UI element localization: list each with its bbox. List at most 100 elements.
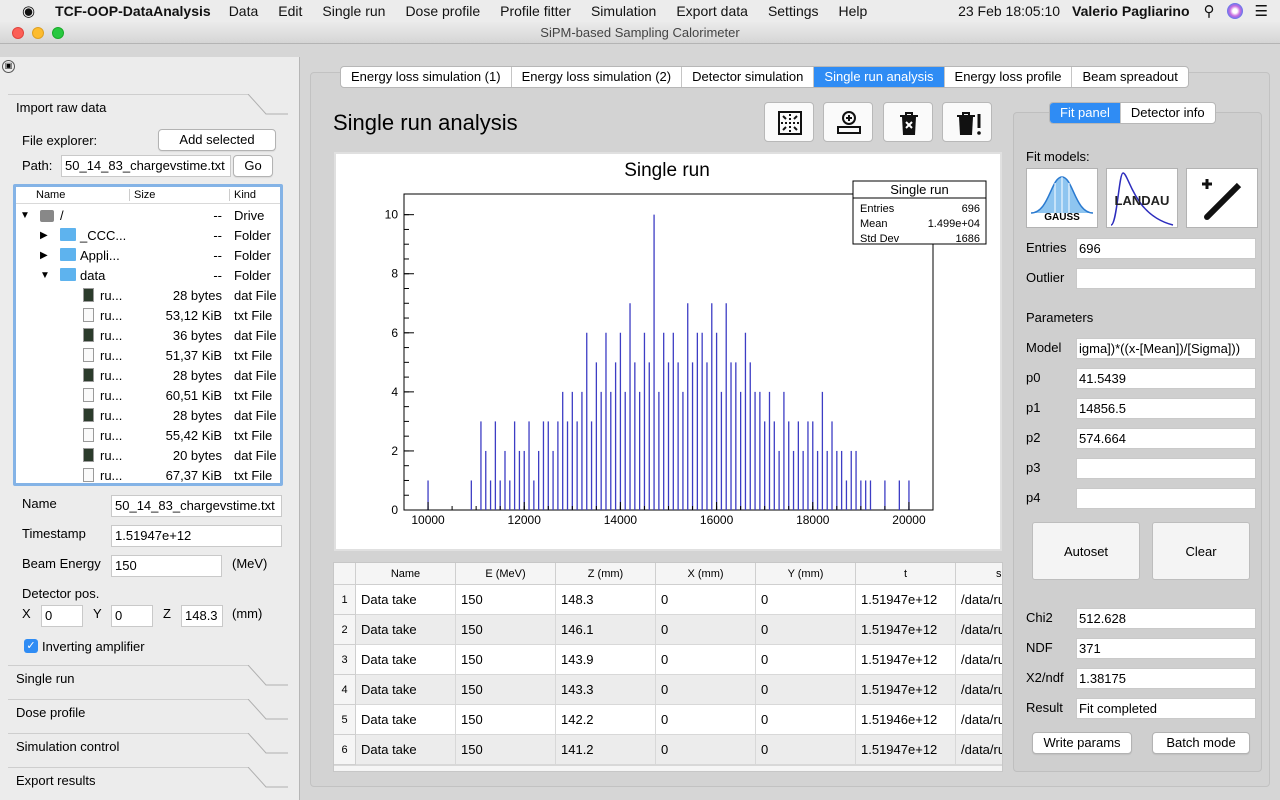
p1-field[interactable]: 14856.5 <box>1076 398 1256 419</box>
section-export-results[interactable]: Export results <box>8 767 288 797</box>
tab-single-run-analysis[interactable]: Single run analysis <box>814 67 945 87</box>
col-t-header[interactable]: t <box>856 563 956 585</box>
section-simulation-control[interactable]: Simulation control <box>8 733 288 763</box>
notification-center-icon[interactable]: ☰ <box>1254 3 1268 20</box>
cell-energy[interactable]: 150 <box>456 585 556 615</box>
file-tree-row[interactable]: ▼ / -- Drive <box>16 206 280 226</box>
zoom-window-button[interactable] <box>52 27 64 39</box>
clear-button[interactable]: Clear <box>1152 522 1250 580</box>
cell-name[interactable]: Data take <box>356 675 456 705</box>
name-field[interactable]: 50_14_83_chargevstime.txt <box>111 495 282 517</box>
cell-x[interactable]: 0 <box>656 705 756 735</box>
file-tree-row[interactable]: ru... 67,37 KiB txt File <box>16 466 280 483</box>
menu-settings[interactable]: Settings <box>767 3 819 19</box>
cell-z[interactable]: 143.3 <box>556 675 656 705</box>
x2ndf-field[interactable]: 1.38175 <box>1076 668 1256 689</box>
file-tree-row[interactable]: ru... 36 bytes dat File <box>16 326 280 346</box>
tab-energy-loss-simulation-1[interactable]: Energy loss simulation (1) <box>341 67 512 87</box>
file-tree-row[interactable]: ▶ _CCC... -- Folder <box>16 226 280 246</box>
delete-all-button[interactable] <box>942 102 992 142</box>
row-number[interactable]: 5 <box>334 705 356 735</box>
file-tree-row[interactable]: ru... 28 bytes dat File <box>16 366 280 386</box>
path-input[interactable]: 50_14_83_chargevstime.txt <box>61 155 231 177</box>
cell-y[interactable]: 0 <box>756 645 856 675</box>
file-tree-row[interactable]: ru... 51,37 KiB txt File <box>16 346 280 366</box>
cell-name[interactable]: Data take <box>356 585 456 615</box>
p0-field[interactable]: 41.5439 <box>1076 368 1256 389</box>
cell-y[interactable]: 0 <box>756 705 856 735</box>
cell-t[interactable]: 1.51947e+12 <box>856 615 956 645</box>
cell-name[interactable]: Data take <box>356 645 456 675</box>
cell-s[interactable]: /data/ru <box>956 735 1002 765</box>
write-params-button[interactable]: Write params <box>1032 732 1132 754</box>
row-number[interactable]: 3 <box>334 645 356 675</box>
col-name-header[interactable]: Name <box>356 563 456 585</box>
delete-run-button[interactable] <box>883 102 933 142</box>
landau-model-button[interactable]: LANDAU <box>1106 168 1178 228</box>
cell-x[interactable]: 0 <box>656 675 756 705</box>
entries-field[interactable]: 696 <box>1076 238 1256 259</box>
chi2-field[interactable]: 512.628 <box>1076 608 1256 629</box>
cell-s[interactable]: /data/ru <box>956 675 1002 705</box>
row-number[interactable]: 1 <box>334 585 356 615</box>
cell-s[interactable]: /data/ru <box>956 705 1002 735</box>
menu-simulation[interactable]: Simulation <box>590 3 657 19</box>
cell-z[interactable]: 142.2 <box>556 705 656 735</box>
file-tree-row[interactable]: ru... 55,42 KiB txt File <box>16 426 280 446</box>
siri-icon[interactable] <box>1226 3 1243 19</box>
menu-single-run[interactable]: Single run <box>322 3 386 19</box>
file-tree-row[interactable]: ru... 28 bytes dat File <box>16 406 280 426</box>
close-window-button[interactable] <box>12 27 24 39</box>
result-field[interactable]: Fit completed <box>1076 698 1256 719</box>
cell-energy[interactable]: 150 <box>456 735 556 765</box>
section-import-raw-data[interactable]: Import raw data <box>8 94 288 124</box>
cell-t[interactable]: 1.51947e+12 <box>856 675 956 705</box>
cell-y[interactable]: 0 <box>756 735 856 765</box>
cell-z[interactable]: 148.3 <box>556 585 656 615</box>
cell-y[interactable]: 0 <box>756 585 856 615</box>
tab-beam-spreadout[interactable]: Beam spreadout <box>1082 69 1178 84</box>
cell-t[interactable]: 1.51947e+12 <box>856 645 956 675</box>
app-menu[interactable]: TCF-OOP-DataAnalysis <box>55 3 211 19</box>
ndf-field[interactable]: 371 <box>1076 638 1256 659</box>
fit-button[interactable] <box>764 102 814 142</box>
x-field[interactable]: 0 <box>41 605 83 627</box>
col-energy-header[interactable]: E (MeV) <box>456 563 556 585</box>
spotlight-icon[interactable]: ⚲ <box>1203 3 1215 20</box>
col-x-header[interactable]: X (mm) <box>656 563 756 585</box>
cell-name[interactable]: Data take <box>356 705 456 735</box>
tab-detector-simulation[interactable]: Detector simulation <box>682 67 815 87</box>
cell-t[interactable]: 1.51947e+12 <box>856 735 956 765</box>
cell-y[interactable]: 0 <box>756 615 856 645</box>
cell-x[interactable]: 0 <box>656 645 756 675</box>
menu-edit[interactable]: Edit <box>278 3 303 19</box>
cell-name[interactable]: Data take <box>356 615 456 645</box>
cell-x[interactable]: 0 <box>656 615 756 645</box>
cell-energy[interactable]: 150 <box>456 645 556 675</box>
add-run-button[interactable] <box>823 102 873 142</box>
cell-z[interactable]: 141.2 <box>556 735 656 765</box>
file-tree-row[interactable]: ru... 20 bytes dat File <box>16 446 280 466</box>
custom-model-button[interactable] <box>1186 168 1258 228</box>
outlier-field[interactable] <box>1076 268 1256 289</box>
row-number[interactable]: 6 <box>334 735 356 765</box>
apple-menu-icon[interactable]: ◉ <box>22 3 36 20</box>
gauss-model-button[interactable]: GAUSS <box>1026 168 1098 228</box>
menu-help[interactable]: Help <box>838 3 868 19</box>
col-size-header[interactable]: Size <box>129 189 155 201</box>
float-dock-icon[interactable]: ▣ <box>2 60 15 73</box>
p3-field[interactable] <box>1076 458 1256 479</box>
tab-energy-loss-simulation-2[interactable]: Energy loss simulation (2) <box>512 67 683 87</box>
cell-name[interactable]: Data take <box>356 735 456 765</box>
row-number[interactable]: 2 <box>334 615 356 645</box>
cell-energy[interactable]: 150 <box>456 615 556 645</box>
tab-detector-info[interactable]: Detector info <box>1130 105 1205 120</box>
histogram-canvas[interactable]: Single run 10000 12000 14000 16000 18000 20000… <box>334 152 1002 551</box>
file-tree-row[interactable]: ru... 28 bytes dat File <box>16 286 280 306</box>
cell-energy[interactable]: 150 <box>456 705 556 735</box>
y-field[interactable]: 0 <box>111 605 153 627</box>
cell-z[interactable]: 143.9 <box>556 645 656 675</box>
file-tree-row[interactable]: ▶ Appli... -- Folder <box>16 246 280 266</box>
section-dose-profile[interactable]: Dose profile <box>8 699 288 729</box>
